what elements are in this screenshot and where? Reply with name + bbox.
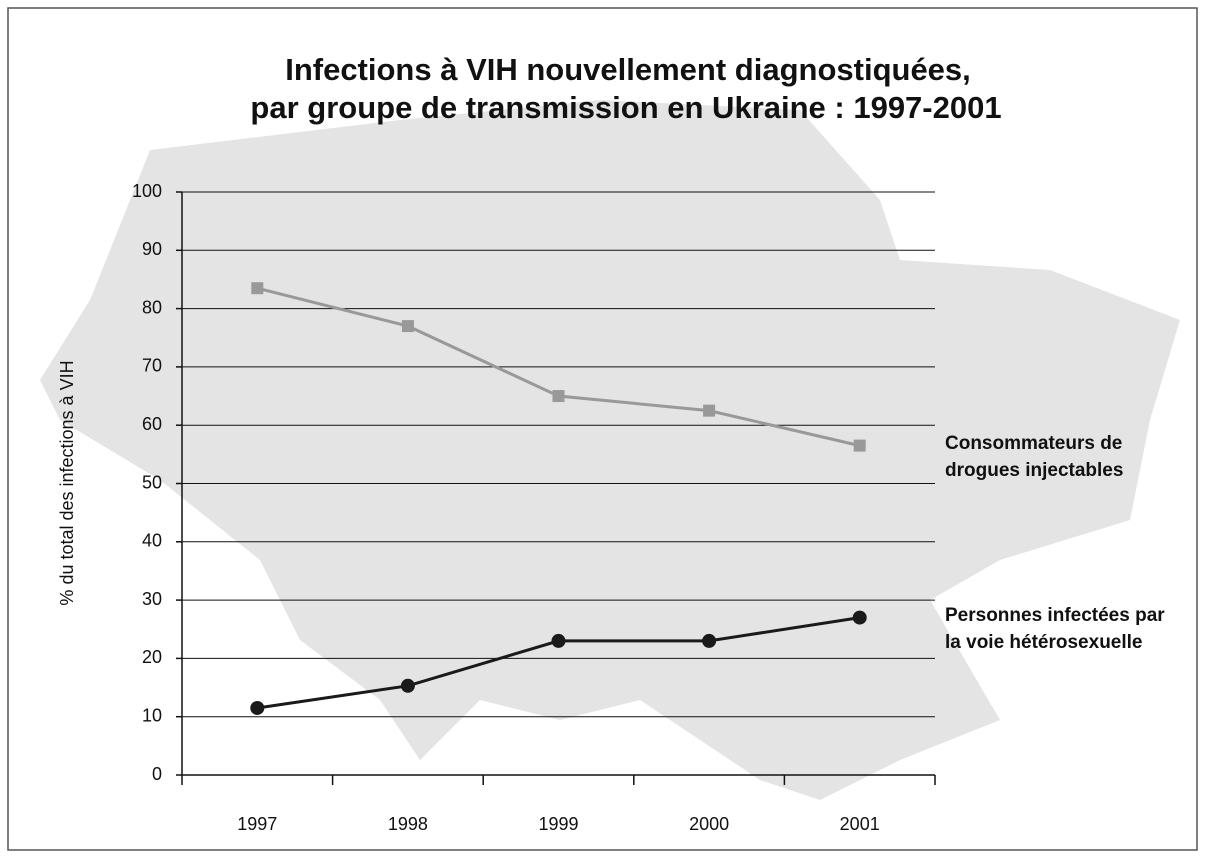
- y-tick-label: 20: [142, 647, 162, 667]
- chart-title: Infections à VIH nouvellement diagnostiq…: [285, 52, 971, 87]
- x-tick-label: 1998: [388, 814, 428, 834]
- y-tick-label: 10: [142, 705, 162, 725]
- series-label: Personnes infectées par la voie hétérosex…: [945, 605, 1165, 653]
- y-tick-label: 70: [142, 356, 162, 376]
- y-tick-label: 80: [142, 297, 162, 317]
- y-tick-label: 30: [142, 589, 162, 609]
- y-tick-label: 50: [142, 472, 162, 492]
- marker: [853, 439, 866, 452]
- x-tick-label: 1997: [237, 814, 277, 834]
- y-tick-label: 60: [142, 414, 162, 434]
- marker: [401, 320, 414, 333]
- marker: [702, 633, 717, 648]
- marker: [250, 700, 265, 715]
- marker: [251, 282, 264, 295]
- y-tick-label: 40: [142, 531, 162, 551]
- marker: [551, 633, 566, 648]
- chart-title: par groupe de transmission en Ukraine : …: [250, 90, 1001, 125]
- y-tick-label: 0: [152, 764, 162, 784]
- marker: [703, 404, 716, 417]
- x-tick-label: 2001: [840, 814, 880, 834]
- x-tick-label: 1999: [538, 814, 578, 834]
- x-tick-label: 2000: [689, 814, 729, 834]
- y-tick-label: 90: [142, 239, 162, 259]
- marker: [400, 678, 415, 693]
- marker: [552, 390, 565, 403]
- y-tick-label: 100: [132, 181, 162, 201]
- y-axis-label: % du total des infections à VIH: [57, 360, 77, 605]
- series-label: Consommateurs de drogues injectables: [945, 433, 1123, 481]
- map-background: [40, 100, 1180, 800]
- marker: [852, 610, 867, 625]
